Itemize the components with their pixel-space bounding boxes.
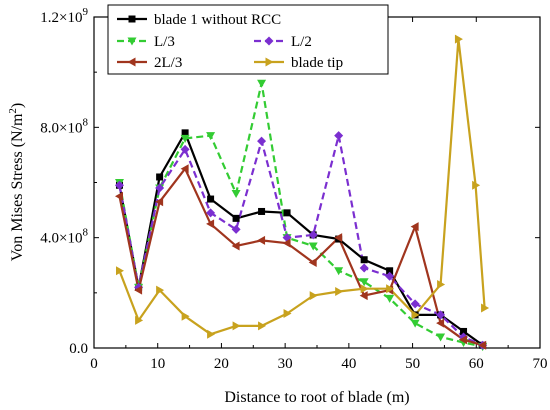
data-point — [385, 294, 395, 303]
data-point — [481, 303, 490, 313]
data-point — [258, 207, 266, 215]
data-point — [472, 180, 481, 190]
data-point — [257, 136, 267, 146]
data-point — [359, 263, 369, 273]
legend-marker — [127, 57, 136, 67]
series-line — [118, 167, 484, 347]
data-point — [386, 267, 394, 275]
data-point — [231, 190, 241, 199]
legend: blade 1 without RCC L/3 L/2 2L/3 blade tip — [107, 4, 389, 75]
data-point — [206, 208, 216, 218]
data-point — [308, 257, 317, 267]
x-tick-label: 60 — [469, 356, 484, 372]
data-point — [180, 164, 189, 174]
data-point — [385, 271, 395, 281]
data-point — [308, 242, 318, 251]
data-point — [478, 340, 487, 350]
legend-label: 2L/3 — [154, 55, 182, 71]
legend-marker — [127, 37, 137, 46]
legend-label: L/2 — [291, 34, 312, 50]
data-point — [257, 79, 267, 88]
x-tick-label: 20 — [214, 356, 229, 372]
data-point — [460, 327, 468, 335]
data-point — [135, 315, 144, 325]
data-point — [386, 284, 395, 294]
data-point — [156, 285, 165, 295]
x-tick-label: 30 — [278, 356, 293, 372]
series-line — [118, 37, 486, 336]
data-point — [411, 310, 420, 320]
data-point — [436, 310, 446, 320]
series-line — [118, 82, 483, 348]
y-tick-label: 8.0×108 — [40, 116, 88, 136]
data-point — [410, 299, 420, 309]
data-point — [258, 321, 267, 331]
data-point — [283, 309, 292, 319]
data-point — [410, 319, 420, 328]
data-point — [334, 233, 343, 243]
data-point — [334, 131, 344, 141]
data-point — [459, 335, 468, 345]
data-point — [156, 173, 164, 181]
data-point — [206, 132, 216, 141]
data-point — [206, 219, 215, 229]
legend-label: L/3 — [154, 34, 175, 50]
data-point — [181, 311, 190, 321]
x-axis-title: Distance to root of blade (m) — [224, 389, 409, 406]
data-point — [180, 144, 190, 154]
x-tick-label: 70 — [533, 356, 548, 372]
data-point — [437, 280, 446, 290]
data-point — [180, 134, 190, 143]
data-point — [308, 230, 318, 240]
legend-marker — [128, 15, 136, 23]
data-point — [114, 191, 123, 201]
data-point — [309, 291, 318, 301]
data-point — [410, 222, 419, 232]
data-point — [181, 129, 189, 137]
data-point — [207, 329, 216, 339]
data-point — [360, 284, 369, 294]
x-tick-label: 40 — [341, 356, 356, 372]
data-point — [134, 285, 143, 295]
series-markers — [114, 34, 490, 352]
data-point — [334, 267, 344, 276]
data-point — [231, 224, 241, 234]
data-point — [436, 333, 446, 342]
data-point — [115, 266, 124, 276]
data-point — [207, 195, 215, 203]
data-point — [232, 214, 240, 222]
y-axis-title: Von Mises Stress (N/m2) — [7, 103, 26, 262]
series-line — [118, 131, 484, 347]
series-line — [118, 134, 484, 347]
data-point — [282, 238, 291, 248]
legend-label: blade tip — [291, 55, 343, 71]
legend-marker — [264, 36, 274, 46]
x-tick-label: 50 — [405, 356, 420, 372]
y-tick-label: 1.2×109 — [40, 6, 88, 26]
data-point — [359, 291, 368, 301]
x-tick-label: 10 — [150, 356, 165, 372]
data-point — [359, 278, 369, 287]
y-tick-label: 4.0×108 — [40, 227, 88, 247]
data-point — [155, 197, 164, 207]
data-point — [454, 34, 463, 44]
legend-marker — [265, 57, 274, 67]
y-tick-label: 0.0 — [69, 341, 88, 357]
x-tick-label: 0 — [90, 356, 98, 372]
data-point — [436, 318, 445, 328]
legend-label: blade 1 without RCC — [154, 12, 281, 28]
data-point — [283, 209, 291, 217]
legend-box — [107, 4, 389, 75]
series-lines — [118, 37, 486, 348]
data-point — [231, 241, 240, 251]
data-point — [155, 183, 165, 193]
data-point — [360, 256, 368, 264]
data-point — [335, 286, 344, 296]
data-point — [114, 180, 124, 190]
data-point — [232, 321, 241, 331]
data-point — [257, 235, 266, 245]
